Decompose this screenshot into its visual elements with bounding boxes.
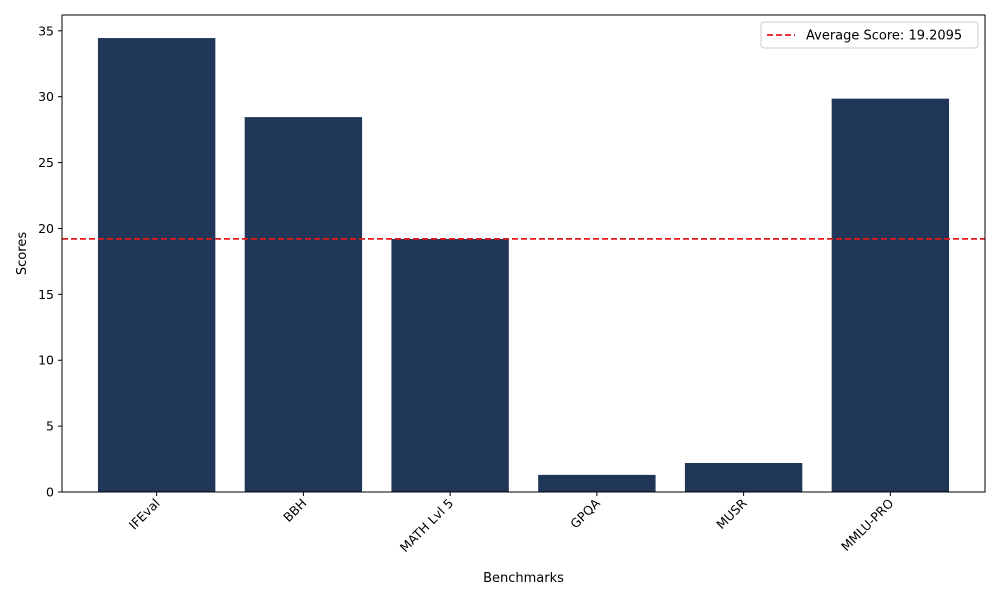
y-tick-label: 30 [38,89,54,104]
x-tick-label: MMLU-PRO [838,495,897,554]
axes-group [61,14,986,493]
y-tick-label: 25 [38,155,54,170]
plot-frame [61,14,986,493]
bars-group [97,38,950,493]
x-tick-label: BBH [280,496,309,525]
bar-mmlu-pro [831,98,950,492]
x-tick-label: GPQA [567,495,603,531]
y-axis-label: Scores [15,232,30,275]
y-tick-label: 35 [38,23,54,38]
bar-math-lvl-5 [391,239,509,492]
legend-entry-average: Average Score: 19.2095 [806,29,962,44]
legend: Average Score: 19.2095 [760,21,979,49]
y-tick-label: 0 [46,485,54,500]
bar-gpqa [538,474,656,492]
bar-ifeval [97,38,216,493]
bar-musr [684,463,803,492]
bar-bbh [244,117,363,492]
y-tick-label: 5 [46,419,54,434]
y-tick-label: 10 [38,353,54,368]
y-tick-label: 20 [38,221,54,236]
x-axis-label: Benchmarks [483,571,564,586]
x-ticks-group: IFEval BBH MATH Lvl 5 GPQA MUSR MMLU-PRO [126,492,897,555]
x-tick-label: MATH Lvl 5 [397,496,456,555]
x-tick-label: IFEval [126,496,163,533]
y-tick-label: 15 [38,287,54,302]
legend-box [760,21,979,49]
y-ticks-group: 0 5 10 15 20 25 30 35 [38,23,62,500]
x-tick-label: MUSR [713,495,750,532]
